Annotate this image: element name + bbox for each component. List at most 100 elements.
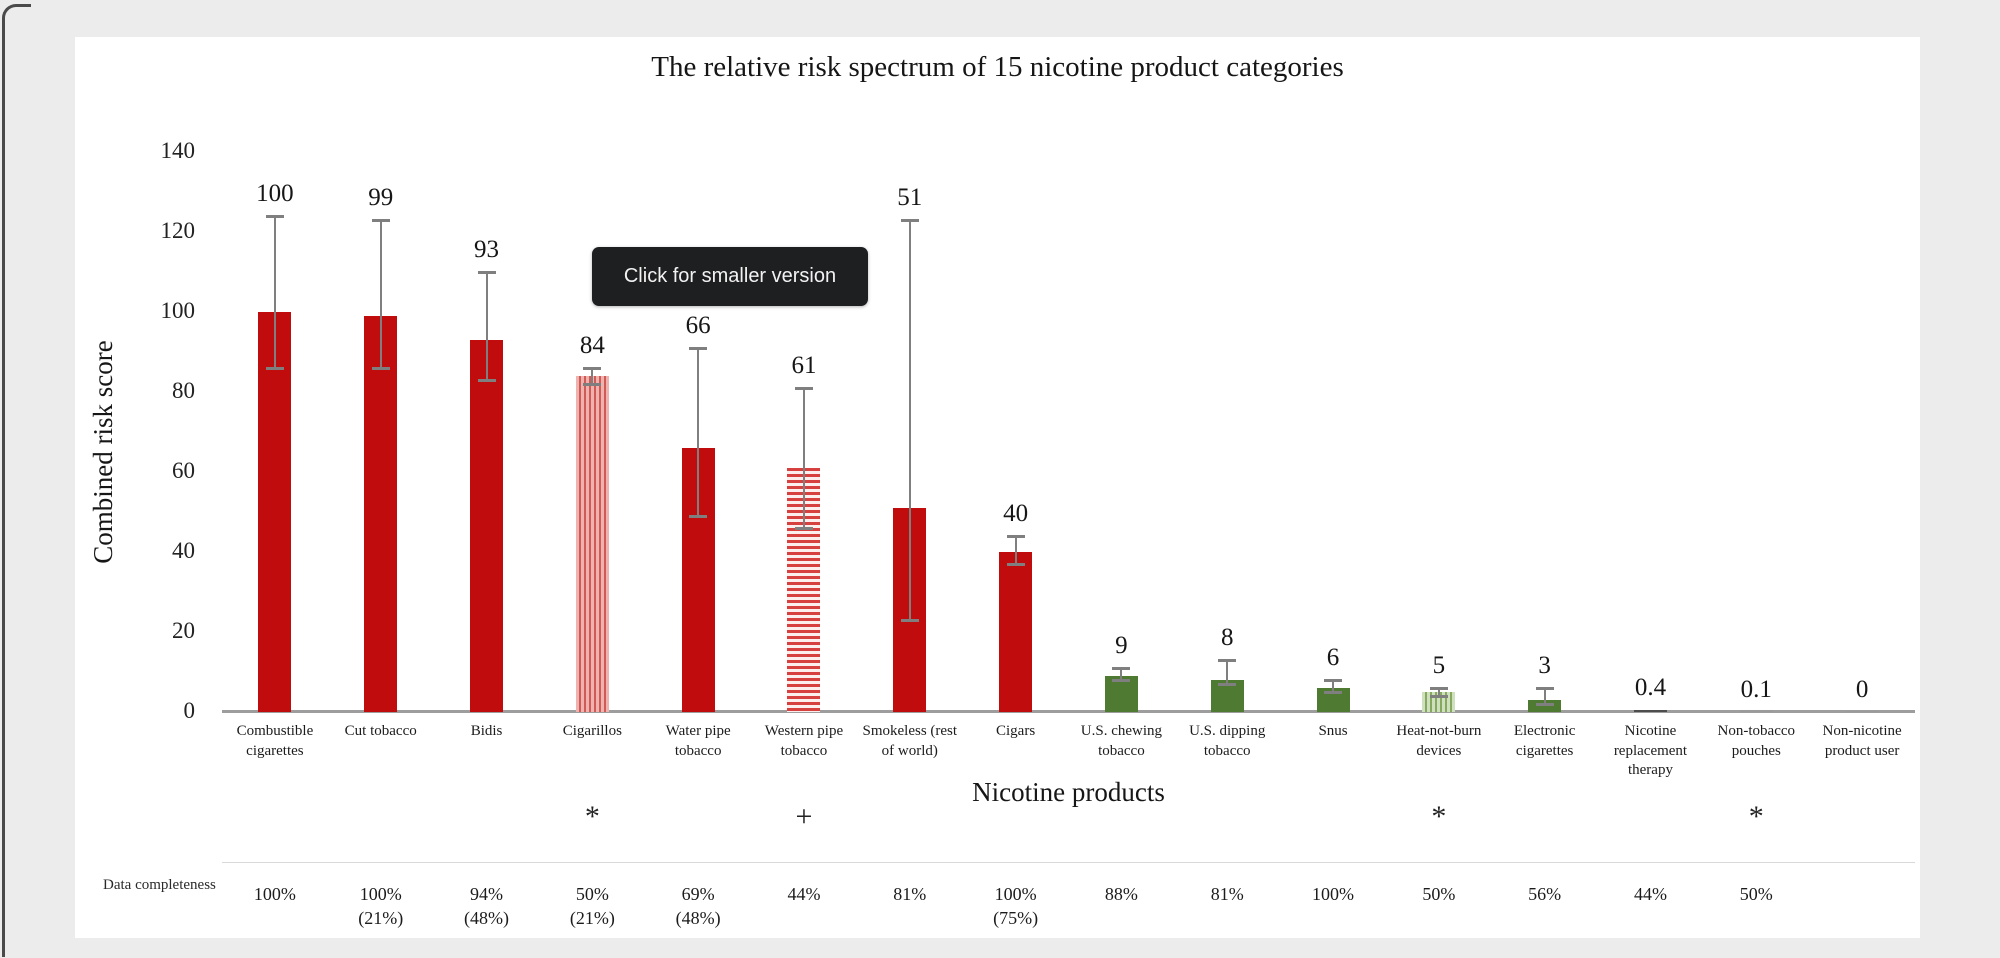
x-axis-line [222, 710, 1915, 713]
completeness-separator-line [222, 862, 1915, 863]
bar-value-label: 100 [256, 180, 294, 207]
chart-image[interactable]: The relative risk spectrum of 15 nicotin… [75, 37, 1920, 938]
completeness-value: 50% (21%) [569, 884, 615, 929]
error-bar-line [802, 388, 805, 528]
completeness-value: 88% [1104, 884, 1138, 904]
category-label: Cigars [996, 723, 1036, 739]
error-bar-line [1437, 688, 1440, 696]
bar-value-label: 0.4 [1634, 674, 1667, 702]
completeness-value: 81% [893, 884, 927, 904]
category-label: Heat-not-burn devices [1396, 723, 1482, 759]
bar-value-label: 5 [1432, 652, 1446, 679]
category-label: Smokeless (rest of world) [862, 723, 958, 759]
y-tick-label: 80 [172, 378, 195, 403]
error-bar-cap-bottom [689, 515, 708, 518]
error-bar-line [485, 272, 488, 380]
category-label: Western pipe tobacco [764, 723, 844, 759]
error-bar-cap-top [1429, 687, 1448, 690]
error-bar-cap-bottom [1535, 703, 1554, 706]
bar-cuttobacco [364, 316, 398, 712]
error-bar-cap-bottom [1112, 679, 1131, 682]
error-bar-cap-bottom [477, 379, 496, 382]
y-tick-label: 40 [172, 538, 195, 563]
completeness-value: 100% [1312, 884, 1355, 904]
error-bar-cap-bottom [900, 619, 919, 622]
bar-value-label: 40 [1003, 500, 1029, 527]
error-bar-line [1543, 688, 1546, 704]
error-bar-cap-top [794, 387, 813, 390]
bar-bidis [470, 340, 504, 712]
error-bar-line [908, 220, 911, 620]
completeness-value: 94% (48%) [464, 884, 510, 929]
category-label: Combustible cigarettes [236, 723, 314, 759]
window-frame-edge [2, 4, 31, 957]
footnote-symbol: * [1431, 800, 1447, 833]
tooltip: Click for smaller version [592, 247, 868, 306]
error-bar-cap-top [1324, 679, 1343, 682]
category-label: Electronic cigarettes [1513, 723, 1576, 759]
error-bar-cap-top [583, 367, 602, 370]
category-label: U.S. dipping tobacco [1189, 723, 1266, 759]
error-bar-cap-top [1535, 687, 1554, 690]
y-tick-label: 0 [183, 698, 196, 723]
error-bar-cap-top [371, 219, 390, 222]
bar-value-label: 0.1 [1740, 675, 1772, 703]
footnote-symbol: + [795, 800, 813, 833]
error-bar-line [697, 348, 700, 516]
bar-value-label: 6 [1326, 644, 1340, 671]
category-label: Bidis [470, 723, 503, 739]
error-bar-cap-bottom [1429, 695, 1448, 698]
error-bar-cap-top [477, 271, 496, 274]
error-bar-cap-bottom [583, 383, 602, 386]
completeness-value: 69% (48%) [675, 884, 721, 929]
error-bar-line [1226, 660, 1229, 684]
category-label: Snus [1318, 723, 1348, 739]
category-label: Cigarillos [562, 723, 622, 739]
y-tick-label: 60 [172, 458, 195, 483]
error-bar-line [1120, 668, 1123, 680]
error-bar-cap-bottom [1006, 563, 1025, 566]
error-bar-cap-top [1112, 667, 1131, 670]
bar-cigarillos [575, 376, 609, 712]
completeness-value: 100% (75%) [993, 884, 1039, 929]
error-bar-cap-top [1218, 659, 1237, 662]
bar-combustible-cigarettes [258, 312, 292, 712]
x-axis-title: Nicotine products [972, 777, 1165, 807]
bar-value-label: 0 [1855, 676, 1869, 703]
y-tick-label: 140 [160, 138, 196, 163]
error-bar-line [1332, 680, 1335, 692]
completeness-value: 44% [787, 884, 821, 904]
footnote-symbol: * [584, 800, 600, 833]
error-bar-line [273, 216, 276, 368]
bar-value-label: 99 [368, 184, 394, 211]
error-bar-cap-bottom [265, 367, 284, 370]
completeness-value: 56% [1528, 884, 1562, 904]
bar-uschewing-tobacco [1104, 676, 1138, 712]
category-label: Non-tobacco pouches [1717, 723, 1796, 759]
completeness-value: 100% (21%) [358, 884, 404, 929]
bar-value-label: 3 [1538, 652, 1551, 679]
bar-value-label: 93 [474, 236, 500, 263]
bar-cigars [999, 552, 1033, 712]
bar-non-nicotine-productuser [1845, 711, 1879, 712]
bar-value-label: 66 [685, 312, 711, 339]
error-bar-line [379, 220, 382, 368]
chart-title: The relative risk spectrum of 15 nicotin… [651, 51, 1344, 83]
error-bar-cap-bottom [1218, 683, 1237, 686]
error-bar-cap-top [1006, 535, 1025, 538]
bar-nicotine-replacement-therapy [1633, 710, 1667, 712]
category-label: Cut tobacco [344, 723, 417, 739]
error-bar-cap-bottom [371, 367, 390, 370]
bar-value-label: 61 [791, 352, 817, 379]
y-tick-label: 20 [172, 618, 195, 643]
bar-value-label: 51 [897, 184, 923, 211]
error-bar-cap-top [265, 215, 284, 218]
category-label: U.S. chewing tobacco [1080, 723, 1163, 759]
error-bar-cap-bottom [1324, 691, 1343, 694]
bar-value-label: 84 [579, 332, 605, 359]
y-tick-label: 100 [160, 298, 196, 323]
error-bar-line [1014, 536, 1017, 564]
y-tick-label: 120 [160, 218, 196, 243]
completeness-value: 50% [1739, 884, 1773, 904]
